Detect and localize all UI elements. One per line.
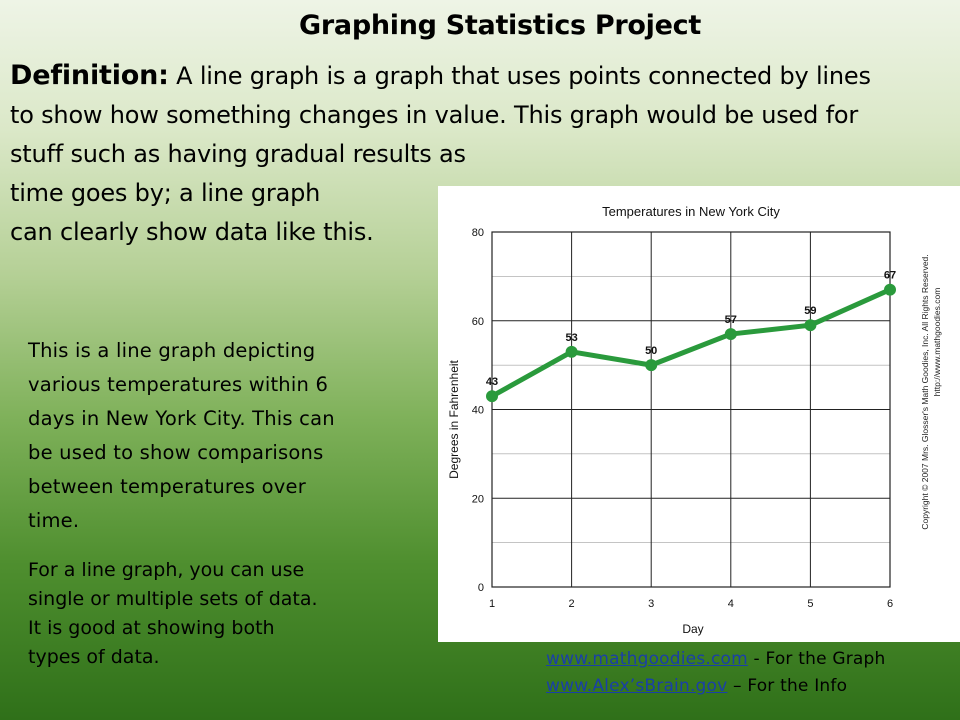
definition-label: Definition: <box>10 60 169 91</box>
page-title: Graphing Statistics Project <box>299 10 701 41</box>
note-line: For a line graph, you can use <box>28 559 305 581</box>
x-tick-label: 1 <box>489 598 495 610</box>
data-label: 43 <box>486 376 498 388</box>
description-line: time. <box>28 509 80 532</box>
x-tick-label: 6 <box>887 598 893 610</box>
description-line: between temperatures over <box>28 475 306 498</box>
usage-note: For a line graph, you can use single or … <box>28 556 368 672</box>
copyright-url: http://www.mathgoodies.com <box>932 288 942 397</box>
data-point <box>486 390 498 403</box>
copyright-text: Copyright © 2007 Mrs. Glosser's Math Goo… <box>920 254 930 529</box>
note-line: types of data. <box>28 646 160 668</box>
description-line: various temperatures within 6 <box>28 373 329 396</box>
data-point <box>804 319 817 332</box>
definition-line: to show how something changes in value. … <box>10 101 858 129</box>
series-line <box>490 287 892 399</box>
link-note: – For the Info <box>727 676 848 696</box>
data-point <box>724 328 737 341</box>
data-label: 57 <box>725 314 737 326</box>
link-note: - For the Graph <box>747 649 886 669</box>
definition-text: A line graph is a graph that uses points… <box>176 62 871 90</box>
definition-line: time goes by; a line graph <box>10 179 321 207</box>
temperature-line-chart: Temperatures in New York City 0 20 40 60 80 1 2… <box>447 204 942 636</box>
x-tick-label: 5 <box>807 598 813 610</box>
plot-frame <box>491 231 891 588</box>
note-line: It is good at showing both <box>28 617 275 639</box>
data-label: 53 <box>565 332 577 344</box>
chart-panel: Temperatures in New York City 0 20 40 60 80 1 2… <box>438 186 960 642</box>
data-label: 50 <box>645 345 657 357</box>
data-point <box>645 359 658 372</box>
x-tick-label: 3 <box>648 598 654 610</box>
y-tick-label: 80 <box>472 227 484 239</box>
data-label: 59 <box>804 305 816 317</box>
source-link-row: www.mathgoodies.com - For the Graph <box>546 646 956 673</box>
data-label: 67 <box>884 270 896 282</box>
definition-line: Definition: A line graph is a graph that… <box>10 56 945 96</box>
mathgoodies-link[interactable]: www.mathgoodies.com <box>546 649 748 669</box>
x-tick-label: 2 <box>569 598 575 610</box>
description-line: This is a line graph depicting <box>28 339 316 362</box>
definition-block: Definition: A line graph is a graph that… <box>10 56 945 252</box>
y-tick-label: 0 <box>478 582 484 594</box>
y-tick-label: 20 <box>472 493 484 505</box>
definition-line: can clearly show data like this. <box>10 218 374 246</box>
chart-title: Temperatures in New York City <box>602 204 780 219</box>
definition-line: stuff such as having gradual results as <box>10 140 466 168</box>
chart-description: This is a line graph depicting various t… <box>28 334 388 538</box>
source-links: www.mathgoodies.com - For the Graph www.… <box>546 646 956 700</box>
alexsbrain-link[interactable]: www.Alex’sBrain.gov <box>546 676 728 696</box>
x-axis-label: Day <box>682 622 703 636</box>
description-line: days in New York City. This can <box>28 407 335 430</box>
data-point <box>565 345 578 358</box>
y-tick-label: 40 <box>472 405 484 417</box>
data-point <box>884 283 896 296</box>
description-line: be used to show comparisons <box>28 441 324 464</box>
y-axis-label: Degrees in Fahrenheit <box>447 359 461 478</box>
source-link-row: www.Alex’sBrain.gov – For the Info <box>546 673 956 700</box>
x-tick-label: 4 <box>728 598 734 610</box>
note-line: single or multiple sets of data. <box>28 588 318 610</box>
y-tick-label: 60 <box>472 316 484 328</box>
